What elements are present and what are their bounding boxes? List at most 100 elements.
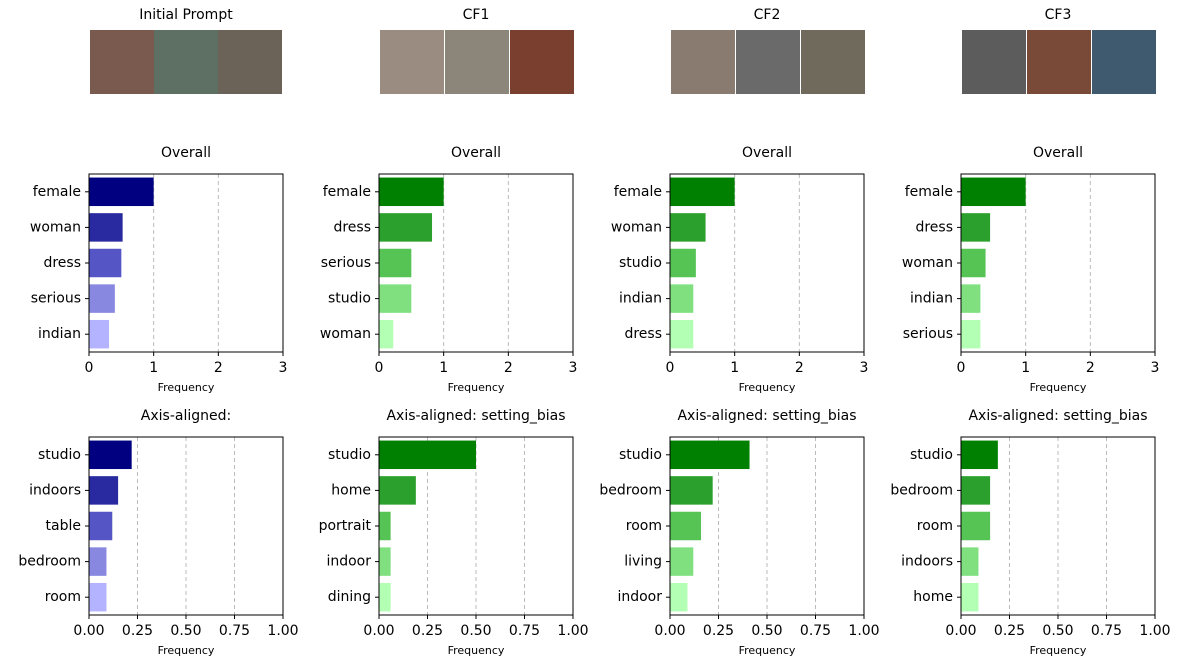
plot-frame — [378, 436, 574, 616]
column-title: CF3 — [1045, 7, 1072, 23]
x-tick-label: 0.00 — [945, 623, 976, 639]
y-tick-label: female — [905, 184, 953, 200]
image — [90, 30, 154, 94]
x-tick-label: 0.50 — [751, 623, 782, 639]
x-axis-label: Frequency — [1030, 644, 1087, 657]
x-tick-label: 1.00 — [848, 623, 879, 639]
image — [1092, 30, 1156, 94]
x-axis-label: Frequency — [739, 644, 796, 657]
x-tick-label: 1 — [149, 360, 158, 376]
bar — [961, 213, 991, 242]
x-tick-label: 0.00 — [363, 623, 394, 639]
y-tick-label: studio — [619, 447, 662, 463]
chart-title: Overall — [742, 145, 792, 161]
y-tick-label: woman — [902, 255, 953, 271]
y-tick-label: indian — [910, 291, 953, 307]
bar — [670, 213, 706, 242]
chart-title: Axis-aligned: setting_bias — [386, 408, 565, 424]
y-tick-label: room — [45, 589, 81, 605]
x-tick-label: 3 — [1151, 360, 1160, 376]
y-tick-label: dress — [333, 219, 371, 235]
y-tick-label: dress — [915, 219, 953, 235]
bar — [89, 582, 107, 612]
bar — [89, 213, 123, 242]
bar — [379, 440, 476, 470]
image — [671, 30, 735, 94]
bar — [379, 476, 416, 505]
image — [380, 30, 444, 94]
bar — [89, 440, 132, 470]
y-tick-label: indoor — [326, 554, 371, 570]
x-axis-label: Frequency — [1030, 381, 1087, 394]
bar — [89, 511, 113, 541]
chart-title: Overall — [451, 145, 501, 161]
bar — [379, 547, 391, 576]
y-tick-label: table — [46, 518, 81, 534]
chart-title: Axis-aligned: — [141, 408, 231, 424]
image — [218, 30, 282, 94]
bar — [670, 582, 688, 612]
bar — [89, 319, 110, 349]
x-tick-label: 1 — [439, 360, 448, 376]
bar — [961, 547, 979, 576]
bar — [670, 440, 750, 470]
x-tick-label: 0.75 — [509, 623, 540, 639]
plot-frame — [960, 173, 1156, 353]
image-strips — [90, 30, 1156, 94]
bar — [89, 476, 119, 505]
y-tick-label: indian — [619, 291, 662, 307]
bar — [379, 319, 394, 349]
x-tick-label: 0.25 — [122, 623, 153, 639]
y-tick-label: studio — [619, 255, 662, 271]
x-tick-label: 2 — [1086, 360, 1095, 376]
bar — [961, 284, 981, 313]
x-tick-label: 0 — [666, 360, 675, 376]
bar — [961, 248, 986, 278]
x-tick-label: 2 — [214, 360, 223, 376]
y-tick-label: female — [614, 184, 662, 200]
x-tick-label: 0.50 — [1042, 623, 1073, 639]
y-tick-label: bedroom — [890, 482, 953, 498]
x-tick-label: 0 — [957, 360, 966, 376]
bar — [670, 319, 694, 349]
bar — [670, 248, 696, 278]
x-tick-label: 0.25 — [703, 623, 734, 639]
image — [962, 30, 1026, 94]
y-tick-label: female — [323, 184, 371, 200]
bar — [670, 511, 702, 541]
x-tick-label: 1.00 — [267, 623, 298, 639]
y-tick-label: home — [913, 589, 953, 605]
y-tick-label: indoors — [29, 482, 81, 498]
x-tick-label: 0.75 — [219, 623, 250, 639]
column-title: CF2 — [754, 7, 781, 23]
y-tick-label: indoors — [901, 554, 953, 570]
column-title: Initial Prompt — [139, 7, 233, 23]
plot-frame — [669, 436, 865, 616]
y-tick-label: studio — [910, 447, 953, 463]
x-tick-label: 3 — [860, 360, 869, 376]
image — [154, 30, 218, 94]
x-tick-label: 3 — [569, 360, 578, 376]
x-tick-label: 0.50 — [460, 623, 491, 639]
x-tick-label: 0 — [85, 360, 94, 376]
y-tick-label: female — [33, 184, 81, 200]
y-tick-label: serious — [31, 291, 81, 307]
y-tick-label: indoor — [617, 589, 662, 605]
x-tick-label: 0 — [375, 360, 384, 376]
x-tick-label: 0.25 — [412, 623, 443, 639]
y-tick-label: bedroom — [18, 554, 81, 570]
bar — [379, 284, 412, 313]
chart-title: Overall — [1033, 145, 1083, 161]
y-tick-label: bedroom — [599, 482, 662, 498]
x-tick-label: 1 — [730, 360, 739, 376]
y-tick-label: portrait — [319, 518, 372, 534]
x-tick-label: 0.25 — [994, 623, 1025, 639]
bar — [89, 248, 122, 278]
bar — [961, 511, 991, 541]
y-tick-label: home — [331, 482, 371, 498]
y-tick-label: room — [917, 518, 953, 534]
x-tick-label: 1.00 — [1139, 623, 1170, 639]
bar — [379, 511, 391, 541]
y-tick-label: serious — [321, 255, 371, 271]
